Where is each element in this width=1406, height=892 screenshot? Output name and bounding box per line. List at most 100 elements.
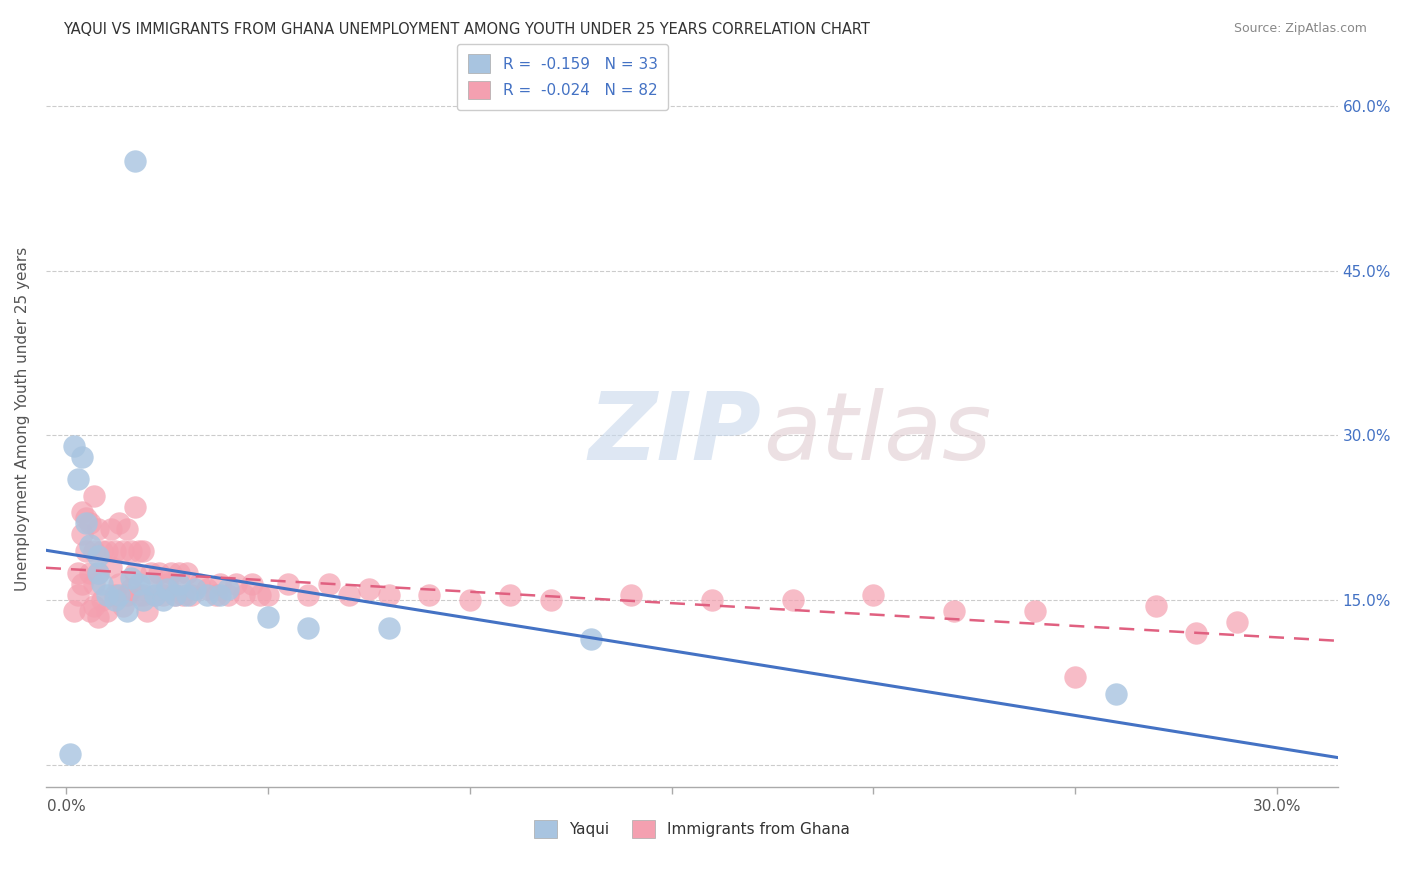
Text: atlas: atlas xyxy=(763,388,991,479)
Point xyxy=(124,153,146,168)
Point xyxy=(1144,599,1167,613)
Point xyxy=(115,588,138,602)
Point xyxy=(75,511,97,525)
Point xyxy=(67,566,90,580)
Point xyxy=(540,593,562,607)
Point xyxy=(318,576,340,591)
Point xyxy=(79,566,101,580)
Text: ZIP: ZIP xyxy=(589,388,761,480)
Point xyxy=(165,588,187,602)
Point xyxy=(156,582,179,597)
Point xyxy=(297,588,319,602)
Point xyxy=(120,571,142,585)
Point xyxy=(72,505,94,519)
Point xyxy=(148,566,170,580)
Point xyxy=(458,593,481,607)
Point xyxy=(72,576,94,591)
Point xyxy=(167,576,190,591)
Point xyxy=(132,588,155,602)
Point xyxy=(79,538,101,552)
Point xyxy=(167,566,190,580)
Point xyxy=(132,593,155,607)
Point xyxy=(208,588,231,602)
Point xyxy=(59,747,82,761)
Point xyxy=(418,588,440,602)
Point xyxy=(115,522,138,536)
Point xyxy=(217,582,239,597)
Point xyxy=(63,439,86,453)
Point xyxy=(277,576,299,591)
Point xyxy=(184,582,207,597)
Point xyxy=(124,500,146,514)
Point xyxy=(165,588,187,602)
Point xyxy=(128,588,150,602)
Point xyxy=(104,544,127,558)
Point xyxy=(124,566,146,580)
Point xyxy=(139,566,162,580)
Point xyxy=(579,632,602,646)
Legend: Yaqui, Immigrants from Ghana: Yaqui, Immigrants from Ghana xyxy=(526,812,858,846)
Point xyxy=(67,588,90,602)
Point xyxy=(378,621,401,635)
Point xyxy=(111,544,134,558)
Point xyxy=(197,588,219,602)
Point xyxy=(337,588,360,602)
Point xyxy=(499,588,522,602)
Point xyxy=(63,604,86,618)
Point xyxy=(120,582,142,597)
Point xyxy=(72,527,94,541)
Point xyxy=(143,588,166,602)
Point xyxy=(67,472,90,486)
Text: YAQUI VS IMMIGRANTS FROM GHANA UNEMPLOYMENT AMONG YOUTH UNDER 25 YEARS CORRELATI: YAQUI VS IMMIGRANTS FROM GHANA UNEMPLOYM… xyxy=(63,22,870,37)
Point xyxy=(862,588,884,602)
Point xyxy=(120,544,142,558)
Point xyxy=(91,544,114,558)
Point xyxy=(83,576,105,591)
Point xyxy=(139,576,162,591)
Point xyxy=(79,516,101,531)
Point xyxy=(107,576,129,591)
Point xyxy=(79,604,101,618)
Point xyxy=(176,588,198,602)
Point xyxy=(232,588,254,602)
Point xyxy=(87,566,110,580)
Point xyxy=(75,544,97,558)
Point xyxy=(943,604,966,618)
Point xyxy=(1185,626,1208,640)
Point xyxy=(100,560,122,574)
Point xyxy=(782,593,804,607)
Point xyxy=(1104,687,1126,701)
Point xyxy=(1024,604,1046,618)
Point xyxy=(257,609,280,624)
Point xyxy=(83,489,105,503)
Point xyxy=(91,593,114,607)
Point xyxy=(87,609,110,624)
Point xyxy=(87,549,110,564)
Point xyxy=(357,582,380,597)
Point xyxy=(83,544,105,558)
Point xyxy=(1064,670,1087,684)
Point xyxy=(100,522,122,536)
Point xyxy=(91,576,114,591)
Point xyxy=(378,588,401,602)
Point xyxy=(180,588,202,602)
Point xyxy=(111,599,134,613)
Point xyxy=(107,516,129,531)
Point xyxy=(143,588,166,602)
Point xyxy=(152,588,174,602)
Text: Source: ZipAtlas.com: Source: ZipAtlas.com xyxy=(1233,22,1367,36)
Point xyxy=(72,450,94,465)
Point xyxy=(128,576,150,591)
Point xyxy=(188,576,211,591)
Point xyxy=(257,588,280,602)
Point xyxy=(104,593,127,607)
Point xyxy=(297,621,319,635)
Point xyxy=(249,588,271,602)
Point xyxy=(135,604,157,618)
Point xyxy=(87,566,110,580)
Point xyxy=(156,576,179,591)
Point xyxy=(225,576,247,591)
Point xyxy=(1226,615,1249,630)
Point xyxy=(208,576,231,591)
Point xyxy=(176,566,198,580)
